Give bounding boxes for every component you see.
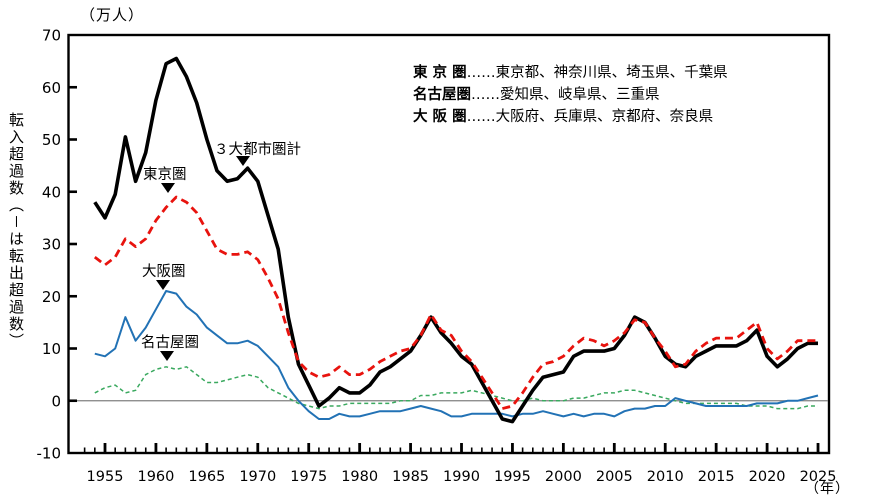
x-tick-label: 1960 bbox=[137, 469, 174, 485]
y-tick-label: 40 bbox=[42, 183, 61, 201]
annotation-marker-nagoya-area bbox=[160, 351, 174, 361]
x-tick-label: 2020 bbox=[749, 469, 786, 485]
legend-row-nagoya: 名古屋圏……愛知県、岐阜県、三重県 bbox=[413, 84, 728, 106]
y-axis-unit-label: （万人） bbox=[80, 6, 145, 24]
x-tick-label: 2000 bbox=[545, 469, 582, 485]
annotation-tokyo-area: 東京圏 bbox=[143, 167, 187, 183]
x-tick-label: 1980 bbox=[341, 469, 378, 485]
x-tick-label: 2005 bbox=[596, 469, 633, 485]
series-line-total bbox=[93, 56, 818, 424]
x-tick-label: 1995 bbox=[494, 469, 531, 485]
annotation-osaka-area: 大阪圏 bbox=[142, 264, 186, 280]
series-line-tokyo bbox=[93, 195, 818, 411]
y-axis-title: 転入超過数（－は転出超過数） bbox=[7, 112, 25, 351]
y-tick-label: 70 bbox=[42, 27, 61, 45]
annotation-marker-tokyo-area bbox=[161, 183, 175, 193]
legend-name-osaka: 大 阪 圏 bbox=[413, 109, 467, 125]
legend-name-nagoya: 名古屋圏 bbox=[413, 87, 471, 103]
y-tick-label: 20 bbox=[42, 288, 61, 306]
legend-desc-osaka: ……大阪府、兵庫県、京都府、奈良県 bbox=[466, 109, 714, 125]
x-tick-label: 1970 bbox=[239, 469, 276, 485]
x-tick-label: 1985 bbox=[392, 469, 429, 485]
series-line-osaka bbox=[94, 290, 819, 420]
x-tick-label: 2010 bbox=[647, 469, 684, 485]
x-tick-label: 2025 bbox=[800, 469, 837, 485]
x-axis-unit-label: （年） bbox=[805, 481, 850, 497]
annotation-marker-osaka-area bbox=[156, 280, 170, 290]
legend-row-tokyo: 東 京 圏……東京都、神奈川県、埼玉県、千葉県 bbox=[413, 62, 728, 84]
x-tick-label: 1975 bbox=[290, 469, 327, 485]
y-tick-label: 0 bbox=[51, 392, 61, 410]
y-tick-label: -10 bbox=[37, 445, 62, 463]
x-tick-label: 2015 bbox=[698, 469, 735, 485]
x-tick-label: 1955 bbox=[87, 469, 124, 485]
legend-desc-tokyo: ……東京都、神奈川県、埼玉県、千葉県 bbox=[466, 65, 728, 81]
x-tick-label: 1965 bbox=[188, 469, 225, 485]
series-line-nagoya bbox=[94, 366, 818, 410]
y-tick-label: 10 bbox=[42, 340, 61, 358]
y-tick-label: 30 bbox=[42, 236, 61, 254]
legend-row-osaka: 大 阪 圏……大阪府、兵庫県、京都府、奈良県 bbox=[413, 106, 728, 128]
plot-frame bbox=[67, 33, 831, 455]
annotation-nagoya-area: 名古屋圏 bbox=[141, 335, 199, 351]
legend: 東 京 圏……東京都、神奈川県、埼玉県、千葉県 名古屋圏……愛知県、岐阜県、三重… bbox=[413, 62, 728, 128]
legend-desc-nagoya: ……愛知県、岐阜県、三重県 bbox=[471, 87, 660, 103]
y-tick-label: 60 bbox=[42, 79, 61, 97]
annotation-marker-three-metro-total bbox=[236, 156, 250, 166]
annotation-three-metro-total: ３大都市圏計 bbox=[214, 142, 301, 158]
x-tick-label: 1990 bbox=[443, 469, 480, 485]
y-tick-label: 50 bbox=[42, 131, 61, 149]
legend-name-tokyo: 東 京 圏 bbox=[413, 65, 467, 81]
